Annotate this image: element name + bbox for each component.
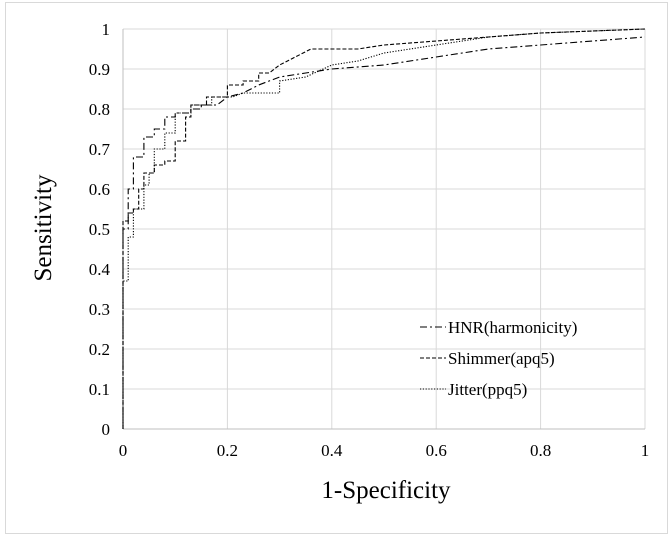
- legend-label: HNR(harmonicity): [448, 318, 577, 337]
- chart-frame: [5, 2, 668, 534]
- x-tick-label: 0.2: [217, 441, 238, 460]
- series-line-2: [122, 28, 646, 429]
- y-tick-label: 0: [102, 420, 111, 439]
- y-tick-label: 0.7: [89, 140, 111, 159]
- y-tick-label: 0.9: [89, 60, 110, 79]
- x-tick-label: 0.8: [530, 441, 551, 460]
- x-tick-label: 1: [641, 441, 650, 460]
- x-axis-title: 1-Specificity: [321, 477, 451, 504]
- y-tick-label: 0.5: [89, 220, 110, 239]
- y-tick-label: 0.2: [89, 340, 110, 359]
- legend-label: Jitter(ppq5): [448, 380, 527, 399]
- x-tick-label: 0.4: [321, 441, 343, 460]
- series-lines: [122, 28, 646, 429]
- x-tick-label: 0.6: [426, 441, 447, 460]
- legend-label: Shimmer(apq5): [448, 349, 555, 368]
- y-tick-label: 0.1: [89, 380, 110, 399]
- series-line-1: [122, 36, 646, 429]
- legend: HNR(harmonicity) Shimmer(apq5) Jitter(ppq5…: [420, 318, 577, 399]
- y-tick-label: 1: [102, 20, 111, 39]
- tick-labels: 0 0.1 0.2 0.3 0.4 0.5 0.6 0.7 0.8 0.9 1 0 0.2 0.4 0.6 0…: [89, 20, 650, 460]
- grid: [122, 28, 646, 430]
- y-tick-label: 0.4: [89, 260, 111, 279]
- series-line-3: [122, 28, 646, 429]
- x-tick-label: 0: [119, 441, 128, 460]
- y-tick-label: 0.6: [89, 180, 110, 199]
- y-tick-label: 0.3: [89, 300, 110, 319]
- y-tick-label: 0.8: [89, 100, 110, 119]
- y-axis-title: Sensitivity: [30, 174, 57, 281]
